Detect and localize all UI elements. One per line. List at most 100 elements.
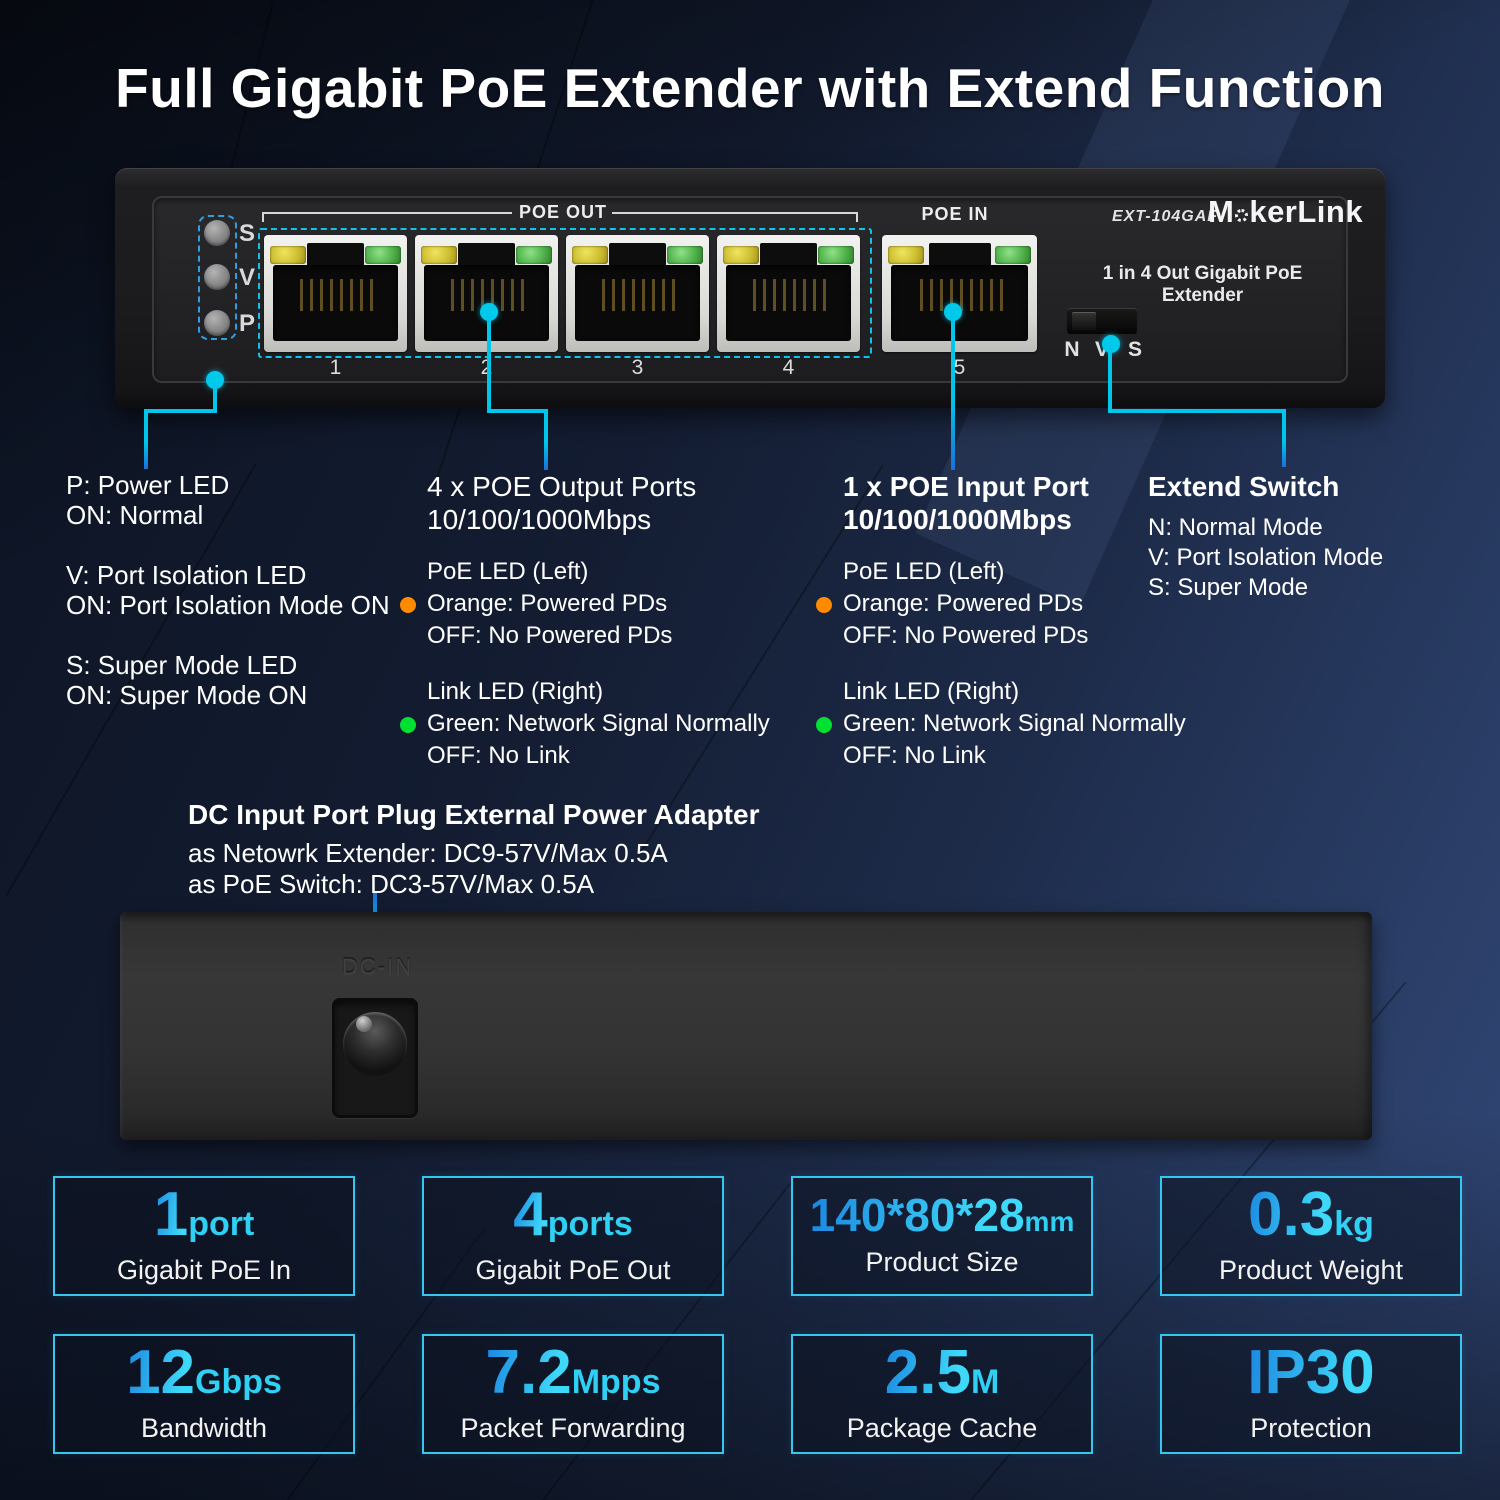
device-subtitle: 1 in 4 Out Gigabit PoE Extender: [1102, 263, 1303, 306]
poe-out-ports-highlight-box: [258, 228, 872, 358]
annotation-text: ON: Port Isolation Mode ON: [66, 590, 390, 620]
spec-box-poe-out: 4ports Gigabit PoE Out: [422, 1176, 724, 1296]
poe-led-yellow: [723, 246, 759, 264]
link-led-green: [516, 246, 552, 264]
annotation-text: P: Power LED: [66, 470, 230, 500]
spec-value-row: 12Gbps: [126, 1342, 282, 1404]
spec-label: Product Weight: [1218, 1254, 1404, 1285]
annotation-text: Green: Network Signal Normally: [427, 710, 770, 737]
callout-dot-poe-out: [480, 303, 498, 321]
port-number-1: 1: [329, 356, 342, 379]
orange-led-icon: [400, 597, 416, 613]
model-number-text: EXT-104GAF: [1112, 208, 1219, 225]
brand-logo-rest: kerLink: [1249, 194, 1364, 229]
port-number-3: 3: [631, 356, 644, 379]
annotation-poe-out: 4 x POE Output Ports 10/100/1000Mbps PoE…: [400, 470, 817, 772]
annotation-text: PoE LED (Left): [427, 558, 589, 585]
spec-value-row: 1port: [154, 1184, 255, 1246]
annotation-text: Green: Network Signal Normally: [843, 710, 1186, 737]
callout-line: [487, 409, 548, 413]
spec-value: 7.2: [485, 1338, 572, 1408]
spec-value: 140*80*28: [809, 1188, 1025, 1241]
spec-value-row: 4ports: [513, 1184, 633, 1246]
spec-label: Package Cache: [846, 1412, 1038, 1443]
led-label-v: V: [239, 264, 256, 291]
callout-line: [487, 316, 491, 413]
poe-out-bracket-right: [612, 212, 858, 222]
switch-label-n: N: [1064, 338, 1080, 361]
spec-value: 2.5: [884, 1338, 971, 1408]
spec-box-poe-in: 1port Gigabit PoE In: [53, 1176, 355, 1296]
poe-led-yellow: [572, 246, 608, 264]
spec-box-bandwidth: 12Gbps Bandwidth: [53, 1334, 355, 1454]
annotation-title: 4 x POE Output Ports: [427, 471, 697, 502]
page-title: Full Gigabit PoE Extender with Extend Fu…: [115, 57, 1385, 119]
spec-unit: Gbps: [195, 1363, 282, 1402]
orange-led-icon: [816, 597, 832, 613]
annotation-text: as PoE Switch: DC3-57V/Max 0.5A: [188, 869, 595, 899]
annotation-text: OFF: No Powered PDs: [843, 622, 1089, 649]
annotation-text: Orange: Powered PDs: [427, 590, 668, 617]
spec-value: 0.3: [1248, 1180, 1335, 1250]
annotation-text: ON: Super Mode ON: [66, 680, 308, 710]
led-label-p: P: [239, 310, 256, 337]
annotation-group-isolation: V: Port Isolation LED ON: Port Isolation…: [66, 560, 426, 620]
annotation-dc-input: DC Input Port Plug External Power Adapte…: [188, 798, 948, 900]
port-number-2: 2: [415, 356, 558, 380]
extend-switch-knob: [1072, 312, 1096, 330]
annotation-text: V: Port Isolation LED: [66, 560, 307, 590]
spec-value-row: IP30: [1247, 1342, 1375, 1404]
annotation-text: S: Super Mode: [1148, 574, 1309, 601]
annotation-extend-switch: Extend Switch N: Normal Mode V: Port Iso…: [1148, 470, 1478, 603]
poe-out-label: POE OUT: [518, 202, 607, 222]
led-label-s: S: [239, 220, 256, 247]
link-led-green: [818, 246, 854, 264]
annotation-title: 10/100/1000Mbps: [843, 504, 1072, 535]
port-isolation-led: [204, 264, 230, 290]
link-led-green: [995, 246, 1031, 264]
annotation-text: N: Normal Mode: [1148, 514, 1323, 541]
spec-box-product-size: 140*80*28mm Product Size: [791, 1176, 1093, 1296]
spec-unit: Mpps: [571, 1363, 661, 1402]
spec-value-row: 140*80*28mm: [810, 1192, 1075, 1238]
link-led-green: [667, 246, 703, 264]
device-back-photo: DC-IN: [120, 912, 1372, 1140]
callout-dot-poe-in: [944, 303, 962, 321]
rj45-port-3: [566, 235, 709, 352]
callout-line: [1108, 348, 1112, 413]
annotation-text: Link LED (Right): [843, 678, 1020, 705]
dc-in-engraving: DC-IN: [342, 954, 414, 979]
poe-led-yellow: [270, 246, 306, 264]
spec-unit: kg: [1334, 1205, 1374, 1244]
super-mode-led: [204, 220, 230, 246]
spec-label: Packet Forwarding: [460, 1412, 686, 1443]
spec-label: Gigabit PoE In: [116, 1254, 292, 1285]
callout-line: [951, 316, 955, 470]
dc-jack-socket: [343, 1012, 407, 1076]
spec-unit: ports: [547, 1205, 633, 1244]
annotation-led-details: PoE LED (Left) Orange: Powered PDs OFF: …: [816, 556, 1233, 772]
annotation-group-super: S: Super Mode LED ON: Super Mode ON: [66, 650, 426, 710]
spec-value: 4: [513, 1180, 548, 1250]
rj45-port-1: [264, 235, 407, 352]
annotation-poe-in: 1 x POE Input Port 10/100/1000Mbps PoE L…: [816, 470, 1233, 772]
dc-power-jack: [332, 998, 418, 1118]
spec-value: IP30: [1247, 1338, 1375, 1408]
spec-box-package-cache: 2.5M Package Cache: [791, 1334, 1093, 1454]
annotation-leds: P: Power LED ON: Normal V: Port Isolatio…: [66, 470, 426, 740]
annotation-title: DC Input Port Plug External Power Adapte…: [188, 799, 760, 830]
rj45-port-2: [415, 235, 558, 352]
extend-switch-slider: [1067, 308, 1137, 334]
device-front-photo: S V P POE OUT: [115, 168, 1385, 408]
annotation-mode-list: N: Normal Mode V: Port Isolation Mode S:…: [1148, 513, 1478, 603]
annotation-group-power: P: Power LED ON: Normal: [66, 470, 426, 530]
link-led-green: [365, 246, 401, 264]
spec-value-row: 2.5M: [885, 1342, 1000, 1404]
annotation-text: PoE LED (Left): [843, 558, 1005, 585]
annotation-text: OFF: No Link: [427, 742, 570, 769]
brand-logo-o-icon: [1235, 209, 1249, 222]
spec-label: Protection: [1250, 1412, 1372, 1443]
green-led-icon: [816, 717, 832, 733]
